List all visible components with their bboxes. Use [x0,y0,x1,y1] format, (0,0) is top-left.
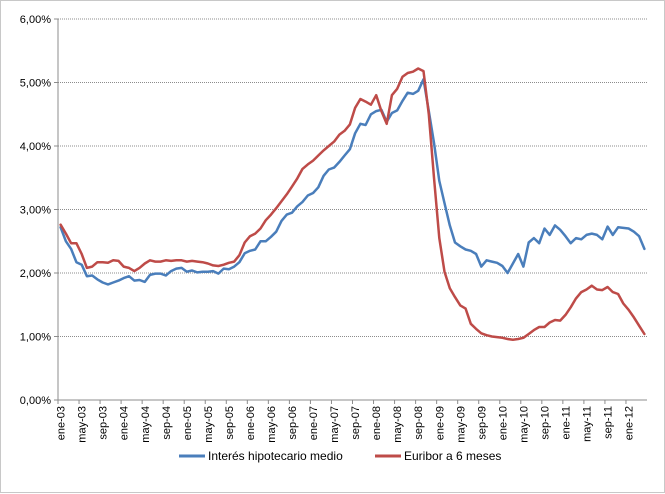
legend-label: Interés hipotecario medio [208,449,343,463]
y-tick-label: 0,00% [20,395,51,407]
x-tick-label: ene-07 [308,406,320,440]
legend: Interés hipotecario medio Euribor a 6 mes… [179,449,501,463]
x-tick-label: may-11 [582,406,594,442]
y-tick-label: 3,00% [20,205,51,217]
y-tick-label: 1,00% [20,332,51,344]
x-tick-label: sep-04 [161,406,173,440]
x-tick-label: sep-08 [413,406,425,440]
y-tick-labels: 0,00% 1,00% 2,00% 3,00% 4,00% 5,00% 6,00% [20,14,51,407]
x-tick-label: sep-06 [287,406,299,440]
x-tick-label: sep-10 [539,406,551,440]
x-tick-label: may-10 [518,406,530,443]
x-tick-label: ene-03 [56,406,68,440]
x-tick-label: sep-03 [98,406,110,440]
gridlines [58,18,647,337]
axes [54,18,647,404]
x-tick-label: ene-10 [497,406,509,440]
x-tick-label: sep-09 [476,406,488,440]
y-tick-label: 4,00% [20,141,51,153]
x-tick-label: may-07 [329,406,341,443]
x-tick-label: may-03 [77,406,89,443]
x-tick-label: sep-11 [603,406,615,439]
x-tick-label: ene-05 [182,406,194,440]
y-tick-label: 2,00% [20,268,51,280]
x-tick-label: ene-04 [119,406,131,440]
x-tick-labels: ene-03 may-03 sep-03 ene-04 may-04 sep-04 ene-… [56,406,636,443]
series-line-euribor [59,67,646,341]
series-line-interes-hipotecario [59,78,646,286]
y-tick-label: 5,00% [20,78,51,90]
x-tick-label: ene-12 [624,406,636,440]
x-tick-label: may-04 [140,406,152,443]
x-tick-label: may-09 [455,406,467,443]
x-tick-label: may-06 [266,406,278,443]
x-tick-label: ene-09 [434,406,446,440]
x-tick-label: sep-07 [350,406,362,440]
x-tick-label: ene-06 [245,406,257,440]
x-tick-label: ene-11 [560,406,572,439]
x-tick-label: may-08 [392,406,404,443]
x-tick-label: may-05 [203,406,215,443]
x-tick-label: sep-05 [224,406,236,440]
y-tick-label: 6,00% [20,14,51,26]
x-tick-label: ene-08 [371,406,383,440]
legend-label: Euribor a 6 meses [404,449,501,463]
series-lines [59,67,646,341]
